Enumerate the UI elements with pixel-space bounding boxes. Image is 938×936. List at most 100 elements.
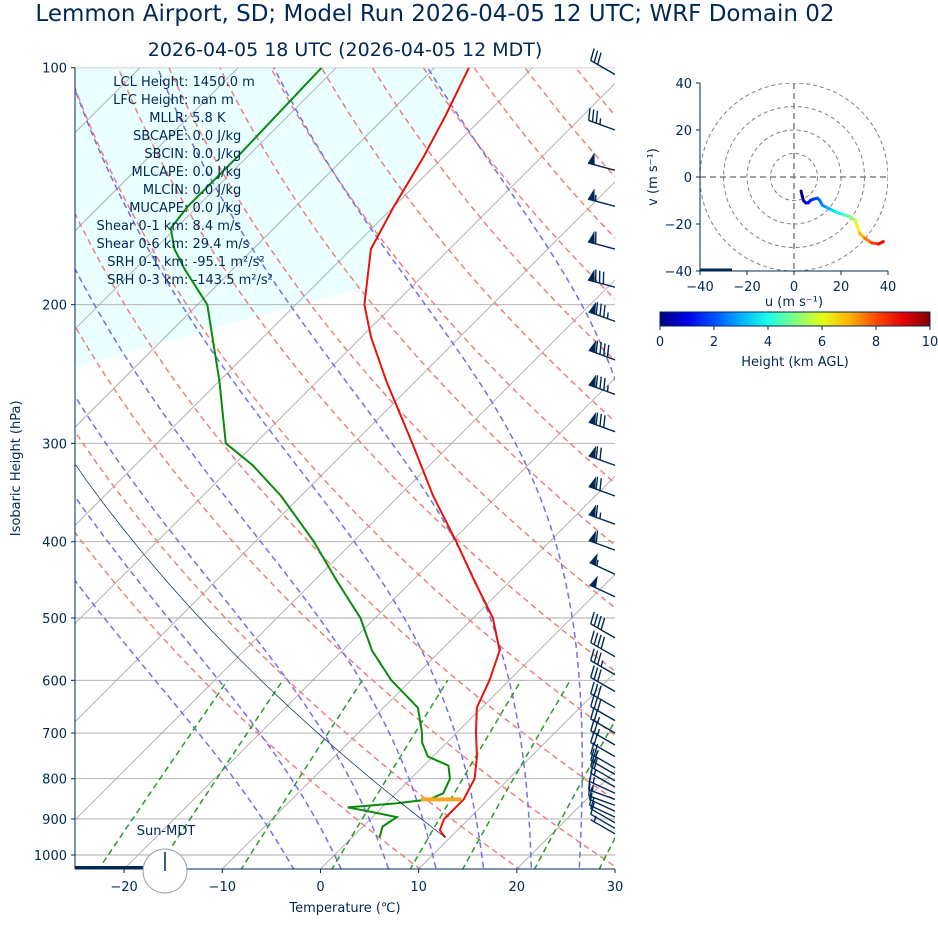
skewt-plot-area: [75, 0, 938, 888]
mixing-ratio-line: [598, 836, 615, 870]
wind-barbs: [587, 48, 616, 835]
isotherm: [75, 67, 239, 232]
hodograph: −40 −20 0 20 40 −40 −20 0 20 40 u (m s⁻¹) v (m s⁻¹): [646, 77, 896, 310]
wind-barb: [590, 630, 616, 658]
wind-barb: [588, 445, 616, 467]
hodograph-segment: [877, 240, 885, 246]
wind-barb: [587, 269, 616, 288]
hodograph-y-tick-label: −40: [665, 265, 692, 280]
dry-adiabat: [574, 67, 615, 117]
y-tick-label: 1000: [34, 849, 67, 864]
colorbar-label: Height (km AGL): [741, 355, 849, 370]
temperature-trace: [363, 67, 501, 839]
y-tick-label: 100: [42, 62, 67, 77]
moist-adiabat: [156, 67, 533, 870]
stat-line: MLCAPE: 0.0 J/kg: [132, 165, 242, 180]
dry-adiabat: [219, 67, 615, 547]
dry-adiabat: [168, 67, 615, 609]
hodograph-x-tick-label: −40: [686, 280, 713, 295]
y-tick-label: 200: [42, 299, 67, 314]
wind-barb: [590, 648, 616, 676]
isotherm: [75, 82, 615, 625]
mixing-ratio-line: [240, 679, 363, 870]
hodograph-y-label: v (m s⁻¹): [646, 148, 661, 206]
dry-adiabat: [117, 67, 615, 673]
dry-adiabat: [371, 67, 615, 362]
hodograph-x-tick-label: −20: [733, 280, 760, 295]
mixing-ratio-line: [533, 719, 615, 870]
dry-adiabat: [320, 67, 615, 423]
colorbar-gradient: [659, 311, 931, 327]
moist-adiabat: [426, 67, 615, 382]
wind-barb: [588, 340, 616, 361]
y-tick-label: 500: [42, 612, 67, 627]
hodograph-y-tick-label: 20: [675, 124, 692, 139]
moist-adiabat: [75, 579, 295, 870]
isotherm: [75, 67, 534, 527]
wind-barb: [590, 665, 616, 693]
stat-line: MLLR: 5.8 K: [149, 111, 226, 126]
wind-barb: [588, 787, 616, 812]
moist-adiabat: [75, 394, 390, 870]
figure-subtitle: 2026-04-05 18 UTC (2026-04-05 12 MDT): [148, 39, 543, 61]
stat-line: SBCAPE: 0.0 J/kg: [133, 129, 241, 144]
x-tick-label: 20: [509, 880, 526, 895]
wind-barb: [590, 694, 616, 722]
x-tick-label: −20: [110, 880, 137, 895]
stat-line: LCL Height: 1450.0 m: [113, 75, 254, 90]
y-tick-label: 600: [42, 674, 67, 689]
wind-barb: [588, 374, 616, 396]
wind-barb: [590, 718, 616, 746]
isotherm: [319, 573, 615, 870]
stat-line: Shear 0-1 km: 8.4 m/s: [97, 219, 242, 234]
moist-adiabat: [75, 87, 485, 870]
x-tick-label: 10: [410, 880, 427, 895]
dry-adiabat: [75, 86, 615, 737]
wind-barb: [588, 301, 616, 323]
hodograph-x-tick-label: 20: [833, 280, 850, 295]
wind-barb: [587, 188, 616, 207]
x-tick-label: 30: [607, 880, 624, 895]
dewpoint-trace: [169, 67, 452, 838]
stat-line: SRH 0-3 km: -143.5 m²/s²: [107, 273, 273, 288]
wind-barb: [588, 530, 616, 551]
stat-line: Shear 0-6 km: 29.4 m/s: [97, 237, 250, 252]
figure-title: Lemmon Airport, SD; Model Run 2026-04-05…: [35, 1, 834, 27]
moist-adiabat: [619, 50, 735, 888]
wind-barb: [590, 611, 616, 639]
isotherm: [695, 0, 938, 888]
dry-adiabat: [75, 430, 521, 870]
isotherm: [417, 671, 615, 870]
y-tick-label: 300: [42, 437, 67, 452]
wind-barb: [588, 504, 616, 525]
hodograph-x-label: u (m s⁻¹): [765, 295, 823, 310]
dry-adiabat: [524, 67, 615, 178]
y-tick-label: 900: [42, 813, 67, 828]
dry-adiabat: [75, 211, 615, 802]
dry-adiabat: [75, 531, 422, 870]
isotherm: [516, 770, 615, 870]
colorbar-tick-label: 0: [656, 335, 664, 350]
parcel-path: [75, 463, 446, 838]
x-tick-label: 0: [316, 880, 324, 895]
wind-barb: [587, 231, 616, 250]
hodograph-area: [700, 83, 888, 271]
wind-barb: [590, 681, 616, 709]
colorbar-tick-label: 2: [710, 335, 718, 350]
dry-adiabat: [697, 32, 938, 888]
hodograph-y-tick-label: 40: [675, 77, 692, 92]
hodograph-y-tick-label: 0: [684, 171, 692, 186]
wind-barb: [588, 792, 616, 818]
colorbar-tick-label: 8: [872, 335, 880, 350]
colorbar-tick-label: 6: [818, 335, 826, 350]
isotherm: [75, 67, 436, 428]
mixing-ratio-line: [461, 679, 571, 870]
wind-barb: [590, 802, 616, 829]
wind-barb: [588, 476, 616, 497]
stat-line: LFC Height: nan m: [113, 93, 234, 108]
y-tick-label: 700: [42, 727, 67, 742]
x-axis-label: Temperature (℃): [288, 901, 400, 916]
dry-adiabat: [422, 67, 615, 301]
colorbar-tick-label: 4: [764, 335, 772, 350]
